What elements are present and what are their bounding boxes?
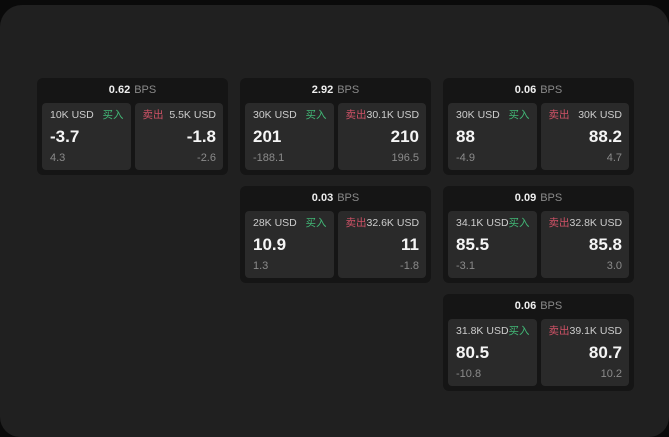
sell-amount: 30K USD [578,109,622,121]
sell-price: 80.7 [588,343,622,363]
sell-action-label: 卖出 [142,109,164,121]
bps-header: 0.06 BPS [443,78,634,103]
buy-amount: 10K USD [50,109,94,121]
buy-tile[interactable]: 34.1K USD 买入 85.5 -3.1 [448,211,537,278]
sell-action-label: 卖出 [548,217,570,229]
bps-value: 0.62 [108,84,131,96]
bps-header: 0.03 BPS [240,186,431,211]
sell-action-label: 卖出 [548,109,570,121]
bps-unit: BPS [337,192,360,204]
quote-tiles: 30K USD 买入 201 -188.1 卖出 30.1K USD 210 1… [240,103,431,175]
quote-tiles: 34.1K USD 买入 85.5 -3.1 卖出 32.8K USD 85.8… [443,211,634,283]
buy-change: -4.9 [456,152,475,164]
quote-card: 0.06 BPS 30K USD 买入 88 -4.9 卖出 30K USD [443,78,634,175]
buy-action-label: 买入 [305,217,327,229]
buy-tile[interactable]: 30K USD 买入 88 -4.9 [448,103,537,170]
bps-unit: BPS [337,84,360,96]
quote-tiles: 10K USD 买入 -3.7 4.3 卖出 5.5K USD -1.8 -2.… [37,103,228,175]
bps-value: 2.92 [311,84,334,96]
sell-tile[interactable]: 卖出 39.1K USD 80.7 10.2 [540,319,629,386]
buy-tile[interactable]: 28K USD 买入 10.9 1.3 [245,211,334,278]
buy-amount: 28K USD [253,217,297,229]
buy-price: 10.9 [253,235,287,255]
sell-price: 88.2 [588,127,622,147]
app-window: 0.62 BPS 10K USD 买入 -3.7 4.3 卖出 5.5K USD [0,5,669,437]
sell-amount: 30.1K USD [366,109,420,121]
sell-change: 4.7 [606,152,622,164]
buy-price: 80.5 [456,343,490,363]
sell-price: 210 [390,127,419,147]
buy-change: 4.3 [50,152,66,164]
bps-header: 0.06 BPS [443,294,634,319]
quotes-grid: 0.62 BPS 10K USD 买入 -3.7 4.3 卖出 5.5K USD [37,78,634,391]
sell-amount: 39.1K USD [569,325,623,337]
quote-card: 0.09 BPS 34.1K USD 买入 85.5 -3.1 卖出 32.8K… [443,186,634,283]
bps-unit: BPS [540,84,563,96]
sell-change: -2.6 [197,152,216,164]
buy-change: 1.3 [253,260,269,272]
sell-change: 10.2 [600,368,622,380]
buy-price: 88 [456,127,475,147]
buy-price: -3.7 [50,127,80,147]
sell-tile[interactable]: 卖出 30.1K USD 210 196.5 [337,103,426,170]
sell-amount: 32.8K USD [569,217,623,229]
buy-amount: 31.8K USD [456,325,509,337]
quote-tiles: 30K USD 买入 88 -4.9 卖出 30K USD 88.2 4.7 [443,103,634,175]
sell-tile[interactable]: 卖出 32.8K USD 85.8 3.0 [540,211,629,278]
bps-unit: BPS [134,84,157,96]
sell-action-label: 卖出 [345,217,367,229]
sell-amount: 5.5K USD [169,109,216,121]
buy-tile[interactable]: 30K USD 买入 201 -188.1 [245,103,334,170]
buy-action-label: 买入 [305,109,327,121]
sell-amount: 32.6K USD [366,217,420,229]
buy-change: -188.1 [253,152,285,164]
quote-card: 0.62 BPS 10K USD 买入 -3.7 4.3 卖出 5.5K USD [37,78,228,175]
bps-header: 0.62 BPS [37,78,228,103]
buy-tile[interactable]: 31.8K USD 买入 80.5 -10.8 [448,319,537,386]
bps-value: 0.09 [514,192,537,204]
sell-tile[interactable]: 卖出 32.6K USD 11 -1.8 [337,211,426,278]
sell-tile[interactable]: 卖出 5.5K USD -1.8 -2.6 [134,103,223,170]
sell-change: -1.8 [400,260,419,272]
buy-amount: 34.1K USD [456,217,509,229]
buy-amount: 30K USD [253,109,297,121]
buy-amount: 30K USD [456,109,500,121]
sell-tile[interactable]: 卖出 30K USD 88.2 4.7 [540,103,629,170]
buy-price: 85.5 [456,235,490,255]
bps-header: 0.09 BPS [443,186,634,211]
buy-tile[interactable]: 10K USD 买入 -3.7 4.3 [42,103,131,170]
bps-header: 2.92 BPS [240,78,431,103]
sell-price: -1.8 [186,127,216,147]
bps-value: 0.06 [514,84,537,96]
bps-value: 0.03 [311,192,334,204]
buy-change: -10.8 [456,368,482,380]
buy-action-label: 买入 [508,325,530,337]
buy-price: 201 [253,127,282,147]
quote-card: 0.03 BPS 28K USD 买入 10.9 1.3 卖出 32.6K US… [240,186,431,283]
quote-card: 2.92 BPS 30K USD 买入 201 -188.1 卖出 30.1K … [240,78,431,175]
buy-change: -3.1 [456,260,475,272]
bps-unit: BPS [540,192,563,204]
quote-tiles: 31.8K USD 买入 80.5 -10.8 卖出 39.1K USD 80.… [443,319,634,391]
buy-action-label: 买入 [508,217,530,229]
quote-tiles: 28K USD 买入 10.9 1.3 卖出 32.6K USD 11 -1.8 [240,211,431,283]
sell-price: 11 [401,235,419,255]
sell-action-label: 卖出 [548,325,570,337]
buy-action-label: 买入 [508,109,530,121]
sell-price: 85.8 [588,235,622,255]
bps-value: 0.06 [514,300,537,312]
sell-change: 196.5 [391,152,419,164]
sell-change: 3.0 [606,260,622,272]
bps-unit: BPS [540,300,563,312]
buy-action-label: 买入 [102,109,124,121]
quote-card: 0.06 BPS 31.8K USD 买入 80.5 -10.8 卖出 39.1… [443,294,634,391]
sell-action-label: 卖出 [345,109,367,121]
